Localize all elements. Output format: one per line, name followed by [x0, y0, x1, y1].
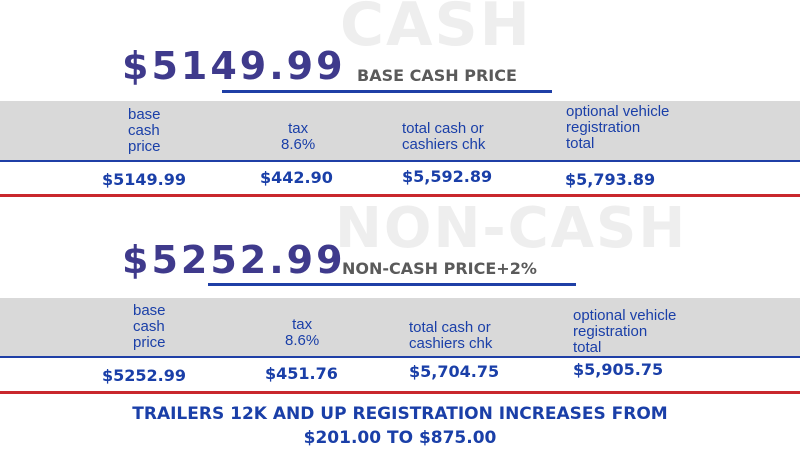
header-line: registration — [573, 323, 648, 340]
header-line: optional vehicle — [573, 307, 677, 324]
cash-header-tax: tax 8.6% — [281, 121, 315, 153]
header-line: price — [133, 334, 166, 351]
noncash-watermark: NON-CASH — [335, 196, 688, 261]
header-line: 8.6% — [281, 136, 316, 153]
footer-line-2: $201.00 TO $875.00 — [303, 428, 497, 448]
header-line: total cash or — [409, 319, 491, 336]
header-line: price — [128, 138, 161, 155]
header-line: cash — [133, 318, 165, 335]
footer-notice: TRAILERS 12K AND UP REGISTRATION INCREAS… — [0, 402, 800, 450]
header-line: cashiers chk — [409, 335, 493, 352]
cash-header-base: base cash price — [128, 107, 161, 155]
noncash-value-total: $5,704.75 — [409, 362, 500, 381]
header-line: 8.6% — [285, 332, 320, 349]
header-line: tax — [292, 316, 313, 333]
noncash-header-optional: optional vehicle registration total — [573, 308, 676, 356]
cash-band-divider — [0, 160, 800, 162]
noncash-value-tax: $451.76 — [265, 364, 338, 383]
cash-bottom-red-line — [0, 194, 800, 197]
header-line: base — [128, 106, 161, 123]
header-line: tax — [288, 120, 309, 137]
cash-big-price: $5149.99 — [122, 44, 346, 88]
header-line: base — [133, 302, 166, 319]
noncash-header-tax: tax 8.6% — [285, 317, 319, 349]
cash-price-underline — [222, 90, 552, 93]
cash-header-total: total cash or cashiers chk — [402, 121, 485, 153]
cash-value-base: $5149.99 — [102, 170, 187, 189]
header-line: total — [573, 339, 602, 356]
noncash-price-label: NON-CASH PRICE+2% — [342, 259, 537, 278]
noncash-header-band — [0, 298, 800, 356]
header-line: cashiers chk — [402, 136, 486, 153]
noncash-bottom-red-line — [0, 391, 800, 394]
cash-watermark: CASH — [340, 0, 532, 60]
noncash-band-divider — [0, 356, 800, 358]
noncash-value-optional: $5,905.75 — [573, 360, 664, 379]
header-line: cash — [128, 122, 160, 139]
header-line: optional vehicle — [566, 103, 670, 120]
cash-header-optional: optional vehicle registration total — [566, 104, 669, 152]
cash-header-band — [0, 101, 800, 160]
cash-value-total: $5,592.89 — [402, 167, 493, 186]
noncash-big-price: $5252.99 — [122, 238, 346, 282]
noncash-value-base: $5252.99 — [102, 366, 187, 385]
cash-price-label: BASE CASH PRICE — [357, 66, 517, 85]
noncash-header-base: base cash price — [133, 303, 166, 351]
noncash-header-total: total cash or cashiers chk — [409, 320, 492, 352]
cash-value-optional: $5,793.89 — [565, 170, 656, 189]
header-line: total cash or — [402, 120, 484, 137]
footer-line-1: TRAILERS 12K AND UP REGISTRATION INCREAS… — [132, 404, 668, 424]
noncash-price-underline — [208, 283, 576, 286]
header-line: registration — [566, 119, 641, 136]
header-line: total — [566, 135, 595, 152]
cash-value-tax: $442.90 — [260, 168, 333, 187]
